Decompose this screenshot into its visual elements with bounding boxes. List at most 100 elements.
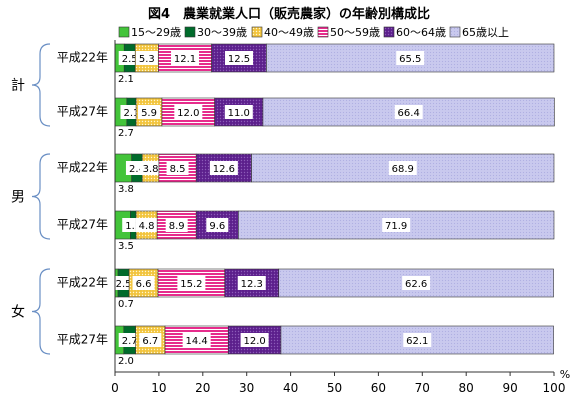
x-tick-label: 90: [502, 381, 517, 395]
legend-item: 50～59歳: [317, 26, 380, 39]
legend-label: 60～64歳: [396, 26, 446, 39]
data-label: 9.6: [209, 221, 225, 232]
group-label: 女: [11, 304, 25, 321]
x-tick-label: 0: [111, 381, 119, 395]
data-label: 2.7: [118, 128, 134, 139]
legend-label: 40～49歳: [264, 26, 314, 39]
legend-item: 60～64歳: [383, 26, 446, 39]
data-label-bg: [382, 218, 411, 232]
data-label-bg: [132, 276, 155, 290]
data-label: 12.6: [213, 164, 235, 175]
legend-item: 15～29歳: [118, 26, 181, 39]
row-label: 平成27年: [57, 105, 108, 119]
data-label: 2.5: [116, 279, 132, 290]
data-label: 8.9: [169, 221, 185, 232]
bar-segment: [157, 268, 226, 298]
data-label-bg: [171, 51, 200, 65]
data-label-bg: [237, 276, 266, 290]
data-label-bg: [177, 276, 206, 290]
data-label: 12.3: [241, 279, 263, 290]
legend-item: 30～39歳: [184, 26, 247, 39]
data-label-bg: [388, 161, 417, 175]
data-label: 3.8: [118, 184, 134, 195]
x-tick-label: 100: [543, 381, 566, 395]
group-label: 男: [11, 190, 25, 206]
x-unit-label: %: [560, 368, 570, 381]
data-label: 8.5: [170, 164, 186, 175]
chart-title: 図4 農業就業人口（販売農家）の年齢別構成比: [148, 6, 430, 22]
legend-swatch: [449, 26, 461, 38]
data-label: 68.9: [392, 164, 414, 175]
data-label-bg: [166, 161, 189, 175]
data-label-bg: [182, 333, 211, 347]
data-label-bg: [403, 333, 432, 347]
data-label-bg: [240, 333, 269, 347]
row-label: 平成27年: [57, 333, 108, 347]
data-label: 12.5: [228, 54, 250, 65]
group-bracket: [31, 153, 51, 240]
data-label-bg: [396, 51, 425, 65]
x-tick-label: 30: [239, 381, 254, 395]
data-label-bg: [402, 276, 431, 290]
data-label-bg: [225, 51, 254, 65]
bar-row: 平成27年 2.7 2.1 5.9 12.0 11.0 66.4: [57, 97, 555, 139]
data-label: 6.6: [136, 279, 152, 290]
data-label: 3.8: [143, 164, 159, 175]
data-label: 65.5: [399, 54, 421, 65]
data-label-bg: [394, 105, 423, 119]
legend-label: 15～29歳: [131, 26, 181, 39]
legend-label: 65歳以上: [462, 26, 509, 39]
data-label: 2.5: [122, 54, 138, 65]
data-label: 6.7: [142, 336, 158, 347]
x-tick-label: 40: [283, 381, 298, 395]
data-label: 12.0: [177, 108, 199, 119]
data-label: 3.5: [118, 241, 134, 252]
data-label-bg: [138, 105, 161, 119]
data-label-bg: [139, 161, 162, 175]
data-label-bg: [224, 105, 253, 119]
data-label: 11.0: [228, 108, 250, 119]
data-label: 5.3: [139, 54, 155, 65]
group-bracket: [31, 43, 51, 127]
data-label: 2.1: [118, 74, 134, 85]
data-label-bg: [174, 105, 203, 119]
data-label: 15.2: [180, 279, 202, 290]
group: 女 平成22年 0.7 2.5 6.6 15.2 12.3 62.6 平成27年 2.0 2.7 6.…: [11, 268, 554, 367]
data-label: 5.9: [141, 108, 157, 119]
legend-label: 50～59歳: [330, 26, 380, 39]
x-tick-label: 20: [195, 381, 210, 395]
bar-row: 平成22年 0.7 2.5 6.6 15.2 12.3 62.6: [57, 268, 554, 310]
bar-row: 平成27年 3.5 1.34.8 8.9 9.6 71.9: [57, 210, 555, 252]
row-label: 平成27年: [57, 218, 108, 232]
data-label: 2.0: [118, 356, 134, 367]
row-label: 平成22年: [57, 51, 108, 65]
data-label: 2.4: [129, 164, 145, 175]
legend-swatch: [251, 26, 263, 38]
data-label-bg: [139, 333, 162, 347]
data-label-bg: [135, 51, 158, 65]
x-tick-label: 10: [151, 381, 166, 395]
data-label: 0.7: [118, 299, 134, 310]
x-tick-label: 50: [327, 381, 342, 395]
legend-swatch: [383, 26, 395, 38]
data-label: 62.6: [405, 279, 427, 290]
data-label: 62.1: [406, 336, 428, 347]
data-label: 2.1: [124, 108, 140, 119]
group-label: 計: [11, 78, 25, 94]
legend-swatch: [317, 26, 329, 38]
data-label-bg: [206, 218, 229, 232]
x-tick-label: 70: [415, 381, 430, 395]
bar-row: 平成22年 2.1 2.5 5.3 12.1 12.5 65.5: [57, 43, 555, 85]
row-label: 平成22年: [57, 161, 108, 175]
data-label-bg: [209, 161, 238, 175]
legend-swatch: [184, 26, 196, 38]
bar-row: 平成27年 2.0 2.7 6.7 14.4 12.0 62.1: [57, 325, 554, 367]
data-label-bg: [165, 218, 188, 232]
x-tick-label: 80: [459, 381, 474, 395]
data-label: 66.4: [398, 108, 420, 119]
data-label: 12.0: [243, 336, 265, 347]
legend-label: 30～39歳: [197, 26, 247, 39]
data-label: 12.1: [174, 54, 196, 65]
